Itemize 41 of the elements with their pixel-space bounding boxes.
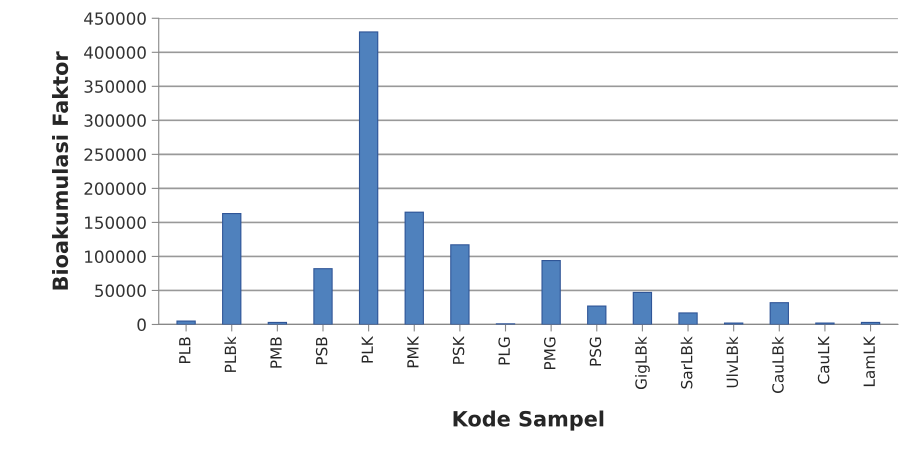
bar <box>860 322 880 324</box>
x-tick-label: PLB <box>179 337 190 363</box>
bar <box>587 306 606 324</box>
y-tick-label: 50000 <box>95 284 146 298</box>
bar <box>222 213 242 324</box>
y-tick-label: 300000 <box>84 114 146 127</box>
bar <box>404 212 424 324</box>
x-tick-label: UlvLBk <box>726 336 738 388</box>
x-tick-label: PMK <box>407 336 418 368</box>
y-tick-label: 0 <box>137 318 146 332</box>
x-tick-label: PLG <box>498 338 510 364</box>
x-tick-label: PSG <box>590 338 602 366</box>
x-tick-label: PLBk <box>224 336 236 372</box>
y-tick-label: 350000 <box>84 80 146 93</box>
x-tick-label: GigLBk <box>635 336 650 390</box>
bar <box>358 31 378 324</box>
y-tick-label: 400000 <box>84 46 146 59</box>
y-tick-label: 200000 <box>84 182 146 195</box>
x-tick-label: PMB <box>270 337 282 368</box>
x-tick-label: PLK <box>362 336 373 363</box>
x-tick-label: LamLK <box>864 336 875 386</box>
y-tick-label: 100000 <box>85 250 146 263</box>
x-tick-label: PSK <box>452 336 464 364</box>
x-tick-label: CauLK <box>818 336 830 384</box>
y-tick-label: 450000 <box>84 12 146 25</box>
bar <box>678 312 698 324</box>
bar <box>313 268 333 324</box>
bar <box>770 302 789 324</box>
bar <box>176 320 196 324</box>
x-tick-label: PSB <box>316 337 328 364</box>
y-tick-label: 250000 <box>84 148 146 161</box>
bar <box>450 244 470 324</box>
x-tick-label: SarLBk <box>680 336 692 388</box>
x-tick-label: PMG <box>544 338 556 370</box>
bar <box>541 260 561 324</box>
x-axis-title: Kode Sampel <box>454 410 604 431</box>
bar <box>632 292 652 324</box>
y-tick-label: 150000 <box>85 216 146 229</box>
y-axis-title: Bioakumulasi Faktor <box>52 51 68 290</box>
bar <box>268 322 288 324</box>
x-tick-label: CauLBk <box>772 336 784 393</box>
